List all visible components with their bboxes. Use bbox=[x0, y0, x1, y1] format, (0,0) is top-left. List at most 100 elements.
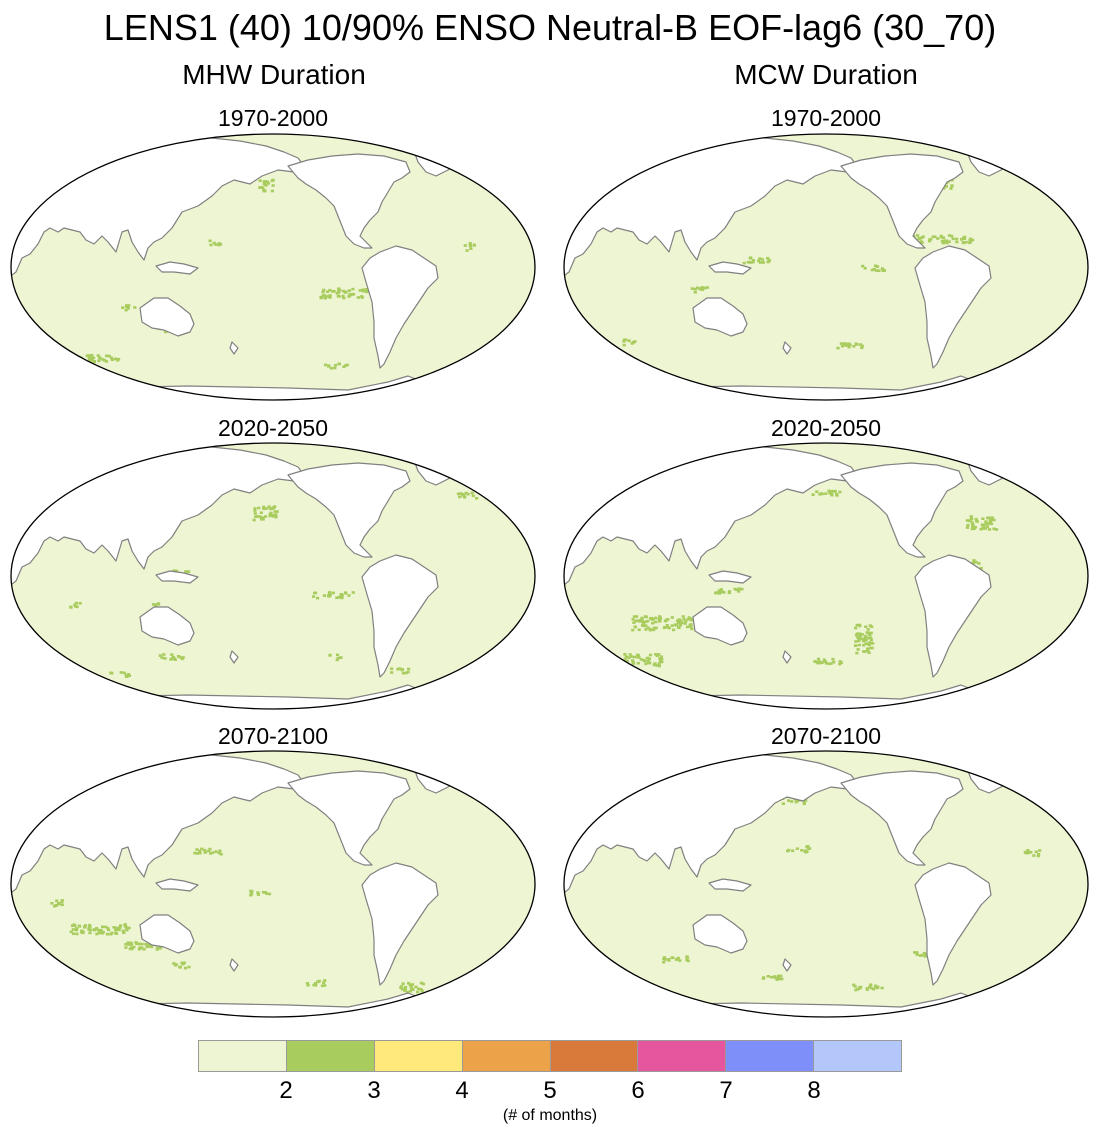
anomaly-cell bbox=[258, 515, 262, 519]
anomaly-cell bbox=[87, 926, 91, 929]
anomaly-cell bbox=[915, 953, 919, 956]
anomaly-cell bbox=[859, 343, 863, 346]
anomaly-cell bbox=[398, 667, 402, 670]
anomaly-cell bbox=[676, 621, 680, 624]
anomaly-cell bbox=[214, 850, 218, 853]
anomaly-cell bbox=[257, 506, 261, 510]
anomaly-cell bbox=[700, 286, 704, 289]
anomaly-cell bbox=[740, 587, 744, 591]
colorbar-label-8: 8 bbox=[807, 1077, 821, 1104]
anomaly-cell bbox=[760, 258, 764, 261]
anomaly-cell bbox=[800, 849, 804, 852]
anomaly-cell bbox=[842, 342, 847, 345]
anomaly-cell bbox=[636, 661, 640, 665]
anomaly-cell bbox=[140, 942, 144, 946]
anomaly-cell bbox=[126, 307, 130, 310]
anomaly-cell bbox=[314, 591, 318, 595]
anomaly-cell bbox=[327, 592, 331, 596]
anomaly-cell bbox=[767, 258, 771, 262]
anomaly-cell bbox=[666, 625, 670, 629]
anomaly-cell bbox=[654, 616, 658, 620]
anomaly-cell bbox=[68, 356, 72, 359]
land-americas bbox=[287, 153, 439, 369]
anomaly-cell bbox=[123, 924, 128, 928]
anomaly-cell bbox=[50, 902, 54, 905]
anomaly-cell bbox=[180, 657, 184, 661]
anomaly-cell bbox=[933, 235, 937, 239]
anomaly-cell bbox=[193, 851, 197, 855]
anomaly-cell bbox=[129, 946, 133, 949]
anomaly-cell bbox=[776, 974, 781, 978]
anomaly-cell bbox=[90, 354, 94, 357]
anomaly-cell bbox=[249, 889, 253, 893]
anomaly-cell bbox=[316, 980, 320, 983]
anomaly-cell bbox=[950, 178, 954, 182]
anomaly-cell bbox=[778, 977, 782, 981]
land-americas bbox=[840, 153, 992, 369]
anomaly-cell bbox=[419, 981, 424, 985]
anomaly-cell bbox=[1044, 475, 1048, 478]
anomaly-cell bbox=[209, 243, 213, 247]
anomaly-cell bbox=[860, 633, 864, 636]
anomaly-cell bbox=[333, 366, 337, 370]
anomaly-cell bbox=[314, 984, 318, 987]
anomaly-cell bbox=[689, 617, 693, 621]
anomaly-cell bbox=[687, 616, 691, 619]
anomaly-cell bbox=[994, 528, 999, 531]
anomaly-cell bbox=[481, 774, 485, 777]
anomaly-cell bbox=[419, 988, 423, 991]
anomaly-cell bbox=[125, 304, 129, 307]
anomaly-cell bbox=[71, 359, 75, 363]
anomaly-cell bbox=[126, 673, 131, 676]
anomaly-cell bbox=[74, 601, 78, 605]
anomaly-cell bbox=[483, 491, 487, 495]
anomaly-cell bbox=[1028, 472, 1032, 476]
anomaly-cell bbox=[987, 528, 992, 531]
anomaly-cell bbox=[635, 615, 639, 618]
anomaly-cell bbox=[107, 928, 111, 932]
anomaly-cell bbox=[101, 358, 105, 361]
anomaly-cell bbox=[477, 775, 481, 779]
anomaly-cell bbox=[85, 354, 89, 357]
anomaly-cell bbox=[351, 287, 355, 291]
anomaly-cell bbox=[219, 852, 223, 856]
anomaly-cell bbox=[689, 625, 693, 628]
anomaly-cell bbox=[269, 507, 273, 511]
anomaly-cell bbox=[984, 150, 988, 154]
land-seasia bbox=[155, 261, 199, 275]
anomaly-cell bbox=[144, 942, 148, 946]
anomaly-cell bbox=[980, 523, 984, 527]
anomaly-cell bbox=[666, 618, 670, 621]
anomaly-cell bbox=[858, 623, 862, 627]
anomaly-cell bbox=[195, 848, 199, 851]
anomaly-cell bbox=[766, 975, 770, 978]
anomaly-cell bbox=[119, 924, 123, 927]
anomaly-cell bbox=[648, 661, 652, 665]
anomaly-cell bbox=[480, 775, 484, 778]
panel-title-mcw-2070: 2070-2100 bbox=[771, 723, 881, 749]
anomaly-cell bbox=[874, 984, 878, 988]
anomaly-cell bbox=[401, 671, 406, 675]
anomaly-cell bbox=[962, 241, 966, 245]
anomaly-cell bbox=[643, 659, 647, 663]
anomaly-cell bbox=[322, 288, 326, 292]
anomaly-cell bbox=[852, 345, 856, 348]
anomaly-cell bbox=[103, 359, 107, 362]
anomaly-cell bbox=[967, 147, 971, 150]
anomaly-cell bbox=[802, 802, 806, 806]
anomaly-cell bbox=[868, 624, 872, 627]
anomaly-cell bbox=[95, 932, 99, 936]
anomaly-cell bbox=[163, 657, 167, 660]
panel-title-mhw-1970: 1970-2000 bbox=[218, 105, 328, 131]
anomaly-cell bbox=[654, 626, 658, 630]
anomaly-cell bbox=[630, 655, 634, 658]
anomaly-cell bbox=[72, 923, 76, 926]
anomaly-cell bbox=[637, 656, 641, 659]
anomaly-cell bbox=[866, 647, 870, 650]
anomaly-cell bbox=[862, 643, 866, 647]
anomaly-cell bbox=[203, 848, 207, 852]
anomaly-cell bbox=[122, 931, 126, 934]
anomaly-cell bbox=[271, 507, 275, 510]
anomaly-cell bbox=[169, 658, 173, 661]
anomaly-cell bbox=[975, 519, 979, 523]
